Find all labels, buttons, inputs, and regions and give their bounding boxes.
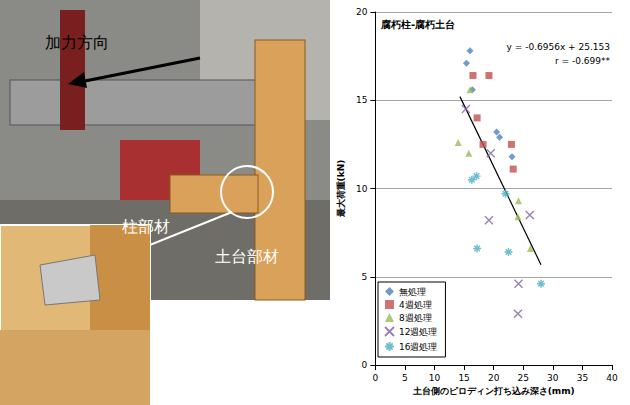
- svg-text:0: 0: [362, 360, 368, 370]
- svg-text:40: 40: [606, 373, 618, 383]
- svg-text:4週処理: 4週処理: [399, 300, 432, 310]
- svg-text:12週処理: 12週処理: [399, 327, 437, 337]
- svg-text:加力方向: 加力方向: [45, 33, 109, 52]
- svg-text:10: 10: [429, 373, 441, 383]
- svg-text:土台部材: 土台部材: [215, 247, 279, 266]
- svg-text:r = -0.699**: r = -0.699**: [555, 56, 610, 66]
- svg-text:8週処理: 8週処理: [399, 313, 432, 323]
- svg-text:16週処理: 16週処理: [399, 342, 437, 352]
- svg-text:y = -0.6956x + 25.153: y = -0.6956x + 25.153: [507, 42, 610, 52]
- svg-text:柱部材: 柱部材: [122, 217, 170, 236]
- svg-text:最大荷重(kN): 最大荷重(kN): [336, 160, 346, 219]
- svg-text:30: 30: [547, 373, 559, 383]
- svg-text:20: 20: [488, 373, 500, 383]
- svg-text:10: 10: [356, 184, 368, 194]
- svg-text:腐朽柱-腐朽土台: 腐朽柱-腐朽土台: [380, 19, 455, 30]
- svg-text:15: 15: [356, 95, 367, 105]
- svg-text:35: 35: [577, 373, 588, 383]
- svg-text:25: 25: [518, 373, 529, 383]
- svg-text:0: 0: [372, 373, 378, 383]
- svg-text:土台側のピロディン打ち込み深さ(mm): 土台側のピロディン打ち込み深さ(mm): [412, 386, 575, 396]
- svg-text:20: 20: [356, 7, 368, 17]
- svg-text:無処理: 無処理: [399, 287, 426, 297]
- svg-text:5: 5: [402, 373, 408, 383]
- svg-text:5: 5: [362, 272, 368, 282]
- svg-text:15: 15: [458, 373, 469, 383]
